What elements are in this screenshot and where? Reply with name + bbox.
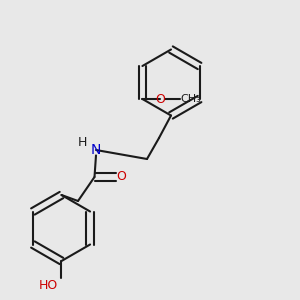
Text: N: N: [91, 143, 101, 157]
Text: O: O: [116, 170, 126, 184]
Text: O: O: [155, 92, 165, 106]
Text: H: H: [78, 136, 87, 149]
Text: CH₃: CH₃: [180, 94, 201, 104]
Text: HO: HO: [39, 279, 58, 292]
